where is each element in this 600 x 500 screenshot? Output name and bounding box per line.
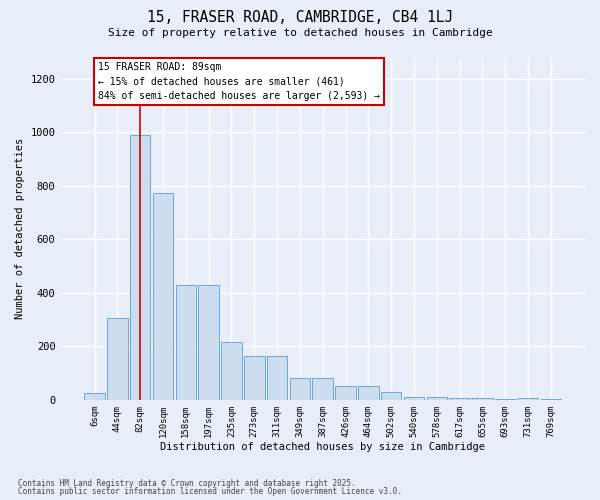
Bar <box>290 378 310 400</box>
Text: Size of property relative to detached houses in Cambridge: Size of property relative to detached ho… <box>107 28 493 38</box>
Bar <box>107 318 128 400</box>
Bar <box>313 378 333 400</box>
Text: Contains HM Land Registry data © Crown copyright and database right 2025.: Contains HM Land Registry data © Crown c… <box>18 478 356 488</box>
Bar <box>518 398 538 400</box>
Bar <box>153 192 173 400</box>
Bar <box>199 285 219 400</box>
Bar <box>449 398 470 400</box>
Bar <box>472 398 493 400</box>
Bar <box>244 356 265 400</box>
Bar <box>176 285 196 400</box>
Bar <box>335 386 356 400</box>
Bar <box>381 392 401 400</box>
Bar <box>221 342 242 400</box>
Text: 15 FRASER ROAD: 89sqm
← 15% of detached houses are smaller (461)
84% of semi-det: 15 FRASER ROAD: 89sqm ← 15% of detached … <box>98 62 380 101</box>
Text: 15, FRASER ROAD, CAMBRIDGE, CB4 1LJ: 15, FRASER ROAD, CAMBRIDGE, CB4 1LJ <box>147 10 453 25</box>
Bar <box>84 393 105 400</box>
Bar <box>267 356 287 400</box>
Y-axis label: Number of detached properties: Number of detached properties <box>15 138 25 320</box>
Bar <box>404 397 424 400</box>
Text: Contains public sector information licensed under the Open Government Licence v3: Contains public sector information licen… <box>18 487 402 496</box>
X-axis label: Distribution of detached houses by size in Cambridge: Distribution of detached houses by size … <box>160 442 485 452</box>
Bar <box>358 386 379 400</box>
Bar <box>130 135 151 400</box>
Bar <box>427 397 447 400</box>
